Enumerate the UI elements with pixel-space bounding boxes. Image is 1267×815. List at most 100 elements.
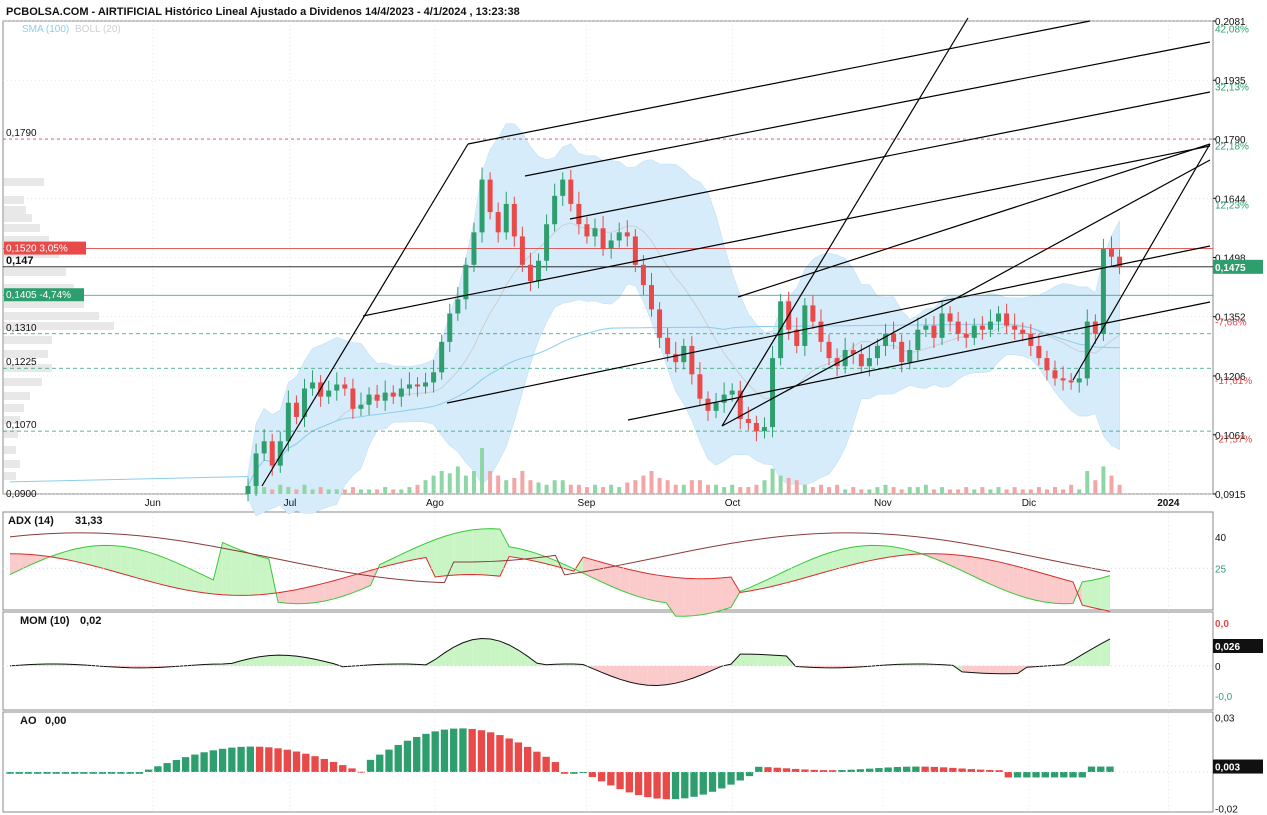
volume-bar — [310, 489, 315, 494]
mom-fill-segment — [638, 665, 648, 686]
candle-body — [439, 341, 445, 373]
adx-fill-segment — [185, 566, 195, 592]
candle-body — [245, 485, 251, 494]
candle-body — [891, 333, 897, 342]
adx-fill-segment — [657, 575, 667, 603]
ao-bar — [144, 769, 153, 772]
volume-bar — [956, 489, 961, 494]
candle-body — [471, 232, 477, 265]
candle-body — [511, 203, 517, 237]
ao-bar — [930, 766, 939, 772]
ao-bar — [265, 747, 273, 772]
ao-bar — [181, 757, 190, 772]
mom-last-badge — [1213, 639, 1263, 653]
ao-bar — [588, 772, 597, 778]
candle-body — [447, 313, 453, 342]
volume-bar — [576, 484, 581, 494]
candle-body — [802, 305, 808, 346]
trend-line — [362, 145, 1211, 317]
volume-bar — [375, 489, 380, 494]
volume-bar — [875, 487, 880, 494]
ao-bar — [117, 772, 125, 774]
adx-fill-segment — [398, 551, 408, 564]
volume-bar — [1036, 487, 1041, 494]
volume-bar — [391, 489, 396, 494]
adx-fill-segment — [666, 576, 676, 617]
volume-bar — [714, 484, 719, 494]
adx-fill-segment — [93, 545, 103, 569]
volume-bar — [1004, 489, 1009, 494]
adx-fill-segment — [435, 536, 445, 577]
ao-bar — [283, 749, 291, 772]
mom-fill-segment — [610, 665, 621, 680]
ao-bar — [200, 752, 208, 772]
candle-body — [939, 313, 945, 338]
ao-bar — [163, 763, 171, 772]
mom-fill-segment — [472, 638, 482, 666]
volume-bar — [835, 484, 840, 494]
trend-line — [446, 245, 1211, 404]
ao-bar — [644, 772, 652, 798]
volume-bar — [431, 475, 436, 494]
volume-bar — [972, 489, 977, 494]
volume-bar — [415, 484, 420, 494]
volume-bar — [528, 480, 533, 494]
adx-fill-segment — [462, 529, 473, 575]
ao-bar — [422, 733, 430, 772]
volume-bar — [463, 475, 468, 494]
volume-bar — [326, 489, 331, 494]
candle-body — [907, 349, 913, 363]
mom-fill-segment — [259, 655, 269, 666]
adx-fill-segment — [453, 531, 463, 576]
ao-bar — [662, 772, 670, 800]
ao-bar — [801, 769, 809, 772]
volume-bar — [778, 475, 783, 494]
candle-body — [350, 388, 356, 409]
volume-profile-bar — [4, 284, 74, 292]
candle-body — [713, 402, 719, 411]
ao-bar — [995, 770, 1003, 772]
adx-fill-segment — [851, 546, 861, 566]
volume-bar — [262, 487, 267, 494]
candle-body — [1092, 321, 1098, 334]
volume-bar — [786, 477, 791, 494]
volume-bar — [681, 484, 686, 494]
ao-bar — [98, 772, 107, 774]
mom-fill-segment — [435, 652, 445, 666]
ao-bar — [949, 767, 957, 772]
adx-fill-segment — [1036, 571, 1046, 603]
candle-body — [1020, 329, 1026, 334]
volume-bar — [544, 484, 549, 494]
adx-tick-label: 25 — [1215, 564, 1227, 575]
candle-body — [649, 285, 654, 310]
ao-bar — [810, 769, 818, 772]
ao-bar — [551, 762, 560, 772]
volume-bar — [1117, 484, 1122, 494]
candle-body — [866, 358, 872, 367]
mom-fill-segment — [453, 642, 463, 666]
mom-fill-segment — [481, 638, 491, 666]
adx-fill-segment — [102, 545, 112, 571]
adx-fill-segment — [333, 578, 343, 599]
ao-bar — [1060, 772, 1068, 778]
candle-body — [576, 203, 582, 225]
volume-bar — [439, 471, 444, 494]
adx-fill-segment — [194, 571, 205, 593]
volume-bar — [988, 489, 993, 494]
candle-body — [753, 423, 759, 432]
adx-fill-segment — [860, 545, 870, 563]
volume-bar — [770, 468, 775, 494]
volume-bar — [843, 489, 848, 494]
candle-body — [374, 394, 380, 401]
ao-bar — [1069, 772, 1077, 778]
adx-fill-segment — [888, 546, 898, 558]
pct-tick-label: 42,08% — [1215, 24, 1249, 35]
ao-bar — [792, 768, 800, 772]
candle-body — [810, 305, 816, 322]
candle-body — [536, 260, 542, 282]
adx-line — [9, 532, 1111, 584]
ao-bar — [89, 772, 97, 774]
mom-fill-segment — [703, 665, 713, 675]
